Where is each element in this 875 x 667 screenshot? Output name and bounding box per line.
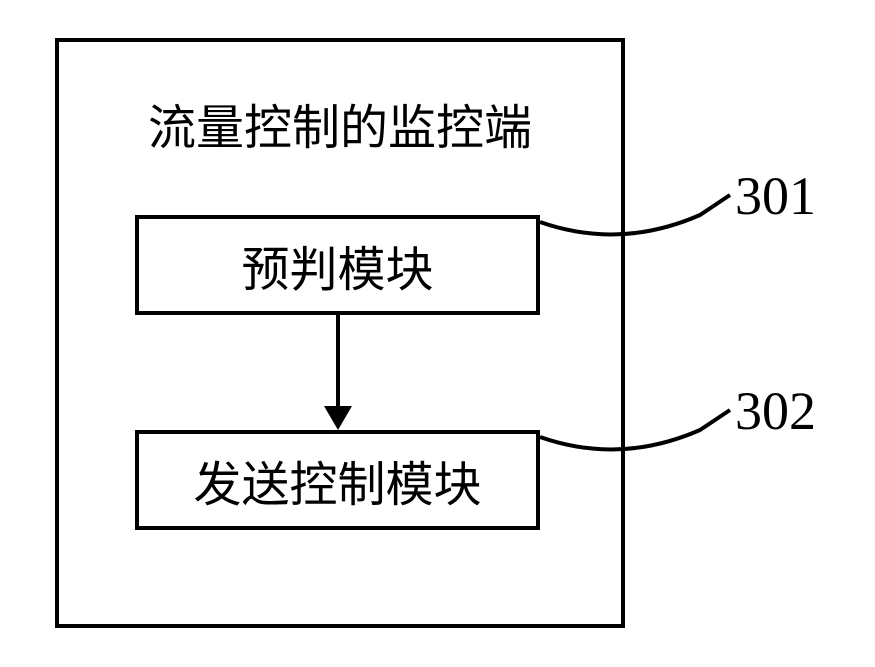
callout-line-302 <box>0 0 875 667</box>
callout-label-302: 302 <box>735 380 816 442</box>
